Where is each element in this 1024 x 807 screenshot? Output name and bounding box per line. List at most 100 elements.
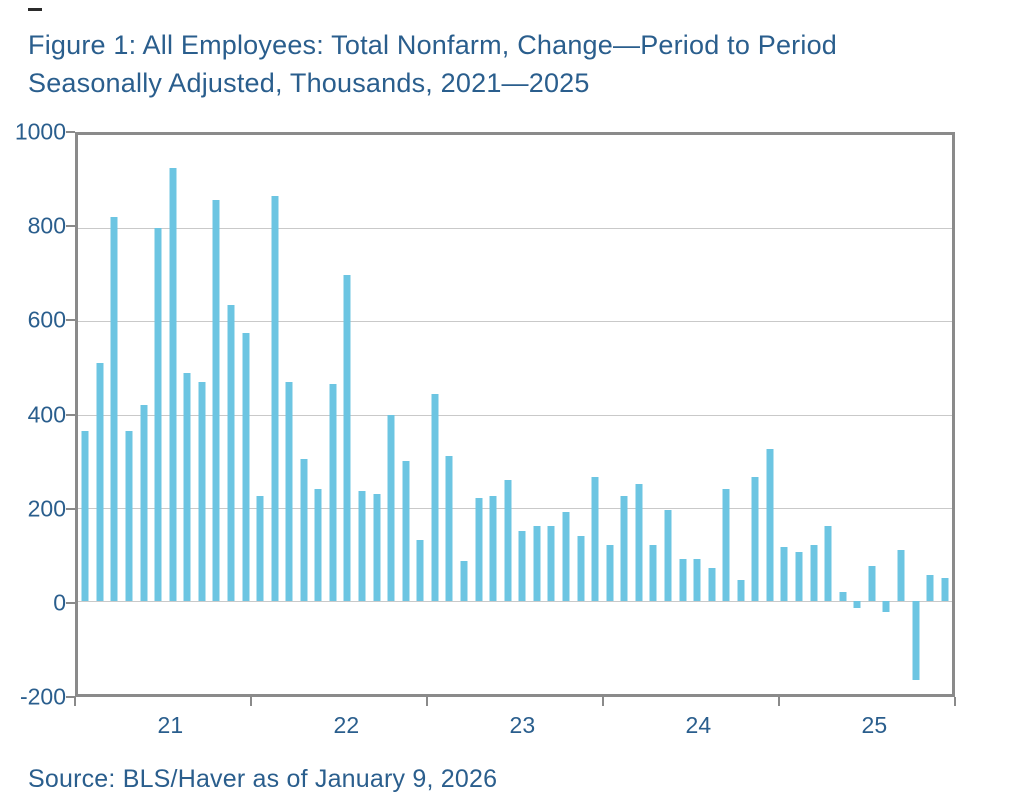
gridline-200 (78, 507, 952, 509)
x-tick-mark-60 (954, 697, 956, 706)
chart-title-line2: Seasonally Adjusted, Thousands, 2021—202… (28, 68, 590, 98)
x-tick-mark-24 (426, 697, 428, 706)
x-axis-labels: 21 22 23 24 25 (75, 712, 955, 742)
x-tick-label-23: 23 (509, 712, 536, 738)
bar-nov-2023 (577, 535, 585, 601)
bar-jan-2022 (256, 496, 264, 601)
bar-nov-2025 (926, 575, 934, 601)
y-tick-label-400: 400 (27, 401, 66, 427)
bar-nov-2021 (227, 305, 235, 601)
bar-feb-2023 (445, 456, 453, 601)
bar-aug-2024 (708, 568, 716, 601)
bar-oct-2025 (912, 600, 920, 681)
bar-jan-2023 (431, 393, 439, 601)
bar-jun-2025 (853, 600, 861, 608)
chart-title: Figure 1: All Employees: Total Nonfarm, … (28, 26, 998, 102)
gridline-0 (78, 600, 952, 602)
bar-may-2025 (839, 591, 847, 601)
bar-feb-2025 (795, 551, 803, 601)
y-tick-label-200: 200 (27, 495, 66, 522)
y-tick-label--200: -200 (19, 683, 66, 710)
bar-oct-2022 (387, 414, 395, 601)
source-attribution: Source: BLS/Haver as of January 9, 2026 (28, 765, 498, 793)
bar-apr-2022 (300, 458, 308, 601)
x-tick-mark-36 (602, 697, 604, 706)
bar-sep-2022 (373, 493, 381, 601)
bar-oct-2023 (562, 512, 570, 601)
y-tick-mark-600 (66, 319, 75, 322)
chart-plot-frame (75, 132, 955, 697)
x-tick-label-24: 24 (685, 712, 712, 738)
bar-sep-2021 (198, 381, 206, 601)
x-axis-ticks (74, 697, 956, 707)
bar-dec-2024 (766, 449, 774, 601)
bar-jan-2024 (606, 544, 614, 601)
bar-aug-2025 (882, 600, 890, 613)
bar-may-2024 (664, 510, 672, 601)
bar-may-2022 (314, 489, 322, 601)
y-tick-mark-1000 (66, 131, 75, 133)
bar-apr-2021 (125, 430, 133, 601)
y-axis-labels: 1000 800 600 400 200 0 -200 (0, 119, 75, 710)
bar-apr-2024 (649, 544, 657, 601)
bar-apr-2025 (824, 526, 832, 601)
gridline-600 (78, 321, 952, 323)
bar-aug-2022 (358, 491, 366, 601)
bar-jul-2024 (693, 558, 701, 601)
bar-jul-2021 (169, 167, 177, 601)
bar-feb-2024 (620, 496, 628, 601)
bar-dec-2023 (591, 477, 599, 601)
x-tick-label-25: 25 (861, 712, 888, 738)
y-tick-mark--200 (66, 696, 75, 698)
bar-sep-2023 (547, 526, 555, 601)
y-tick-mark-400 (66, 413, 75, 416)
bar-aug-2023 (533, 526, 541, 601)
y-tick-label-0: 0 (53, 589, 66, 616)
x-tick-mark-0 (74, 697, 76, 706)
bar-mar-2024 (635, 484, 643, 601)
bar-oct-2024 (737, 579, 745, 601)
x-tick-mark-12 (250, 697, 252, 706)
gridline-800 (78, 228, 952, 230)
bar-mar-2023 (460, 561, 468, 601)
plot-area (78, 135, 952, 694)
bar-sep-2025 (897, 549, 905, 601)
y-tick-mark-200 (66, 507, 75, 510)
bar-aug-2021 (183, 372, 191, 601)
bar-jun-2022 (329, 384, 337, 601)
bar-nov-2022 (402, 461, 410, 601)
y-tick-label-1000: 1000 (14, 118, 66, 145)
bar-sep-2024 (722, 489, 730, 601)
bar-dec-2025 (941, 577, 949, 601)
bar-jun-2023 (504, 479, 512, 601)
x-tick-mark-48 (778, 697, 780, 706)
x-tick-label-21: 21 (157, 712, 184, 738)
bar-dec-2021 (242, 333, 250, 601)
chart-title-line1: Figure 1: All Employees: Total Nonfarm, … (28, 30, 838, 60)
bar-jul-2025 (868, 565, 876, 601)
bar-feb-2022 (271, 195, 279, 601)
y-tick-mark-800 (66, 225, 75, 228)
bar-jan-2021 (81, 430, 89, 601)
bar-feb-2021 (96, 363, 104, 601)
bar-mar-2021 (110, 216, 118, 601)
bar-dec-2022 (416, 540, 424, 601)
top-left-crop-mark (28, 8, 42, 11)
bar-mar-2025 (810, 544, 818, 601)
bar-may-2021 (140, 405, 148, 601)
bar-oct-2021 (212, 200, 220, 601)
bar-mar-2022 (285, 381, 293, 601)
y-tick-label-600: 600 (27, 306, 66, 333)
bar-jun-2021 (154, 228, 162, 601)
bar-jul-2023 (518, 530, 526, 601)
bar-apr-2023 (475, 498, 483, 601)
y-tick-label-800: 800 (27, 212, 66, 239)
bar-jun-2024 (679, 558, 687, 601)
bar-may-2023 (489, 496, 497, 601)
bar-nov-2024 (751, 477, 759, 601)
x-tick-label-22: 22 (333, 712, 360, 738)
bar-jul-2022 (343, 274, 351, 601)
bar-jan-2025 (780, 547, 788, 601)
gridline-400 (78, 414, 952, 416)
y-tick-mark-0 (66, 601, 75, 604)
